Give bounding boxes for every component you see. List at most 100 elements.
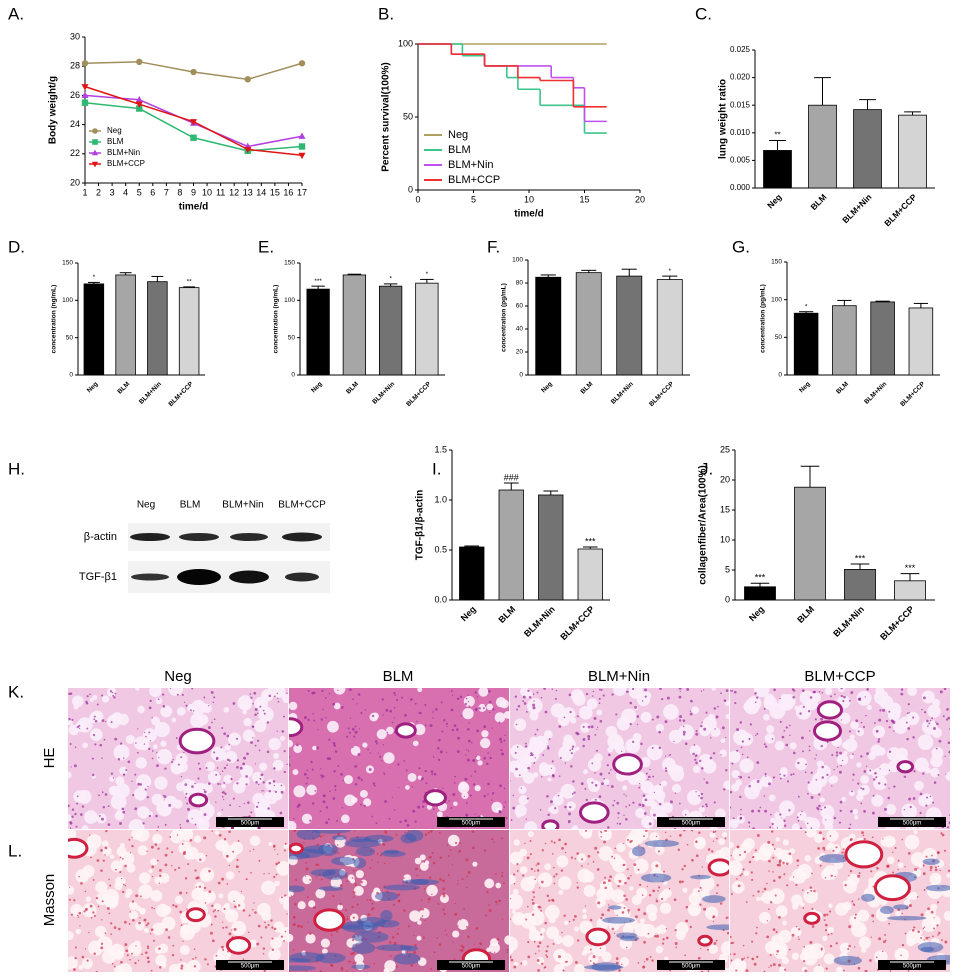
significance-mark: * (426, 271, 429, 278)
nucleus (516, 870, 519, 872)
panel-label: A. (8, 4, 24, 23)
nucleus (159, 874, 162, 878)
alveolus (617, 746, 626, 755)
alveolus (795, 757, 808, 771)
alveolus (813, 965, 825, 972)
nucleus (471, 830, 475, 834)
nucleus (933, 927, 935, 930)
lane-label: Neg (137, 500, 155, 511)
nucleus (232, 797, 235, 800)
nucleus (685, 905, 689, 909)
nucleus (147, 922, 150, 925)
nucleus (944, 849, 947, 852)
nucleus (183, 851, 187, 854)
nucleus (274, 695, 276, 698)
nucleus (501, 871, 504, 874)
nucleus (811, 872, 813, 875)
nucleus (68, 717, 71, 721)
nucleus (74, 812, 77, 816)
nucleus (216, 767, 219, 769)
nucleus (686, 843, 689, 846)
nucleus (666, 696, 670, 700)
nucleus (125, 769, 128, 772)
nucleus (151, 906, 154, 909)
alveolus (945, 771, 950, 781)
alveolus (228, 732, 242, 746)
nucleus (922, 872, 926, 876)
alveolus (417, 920, 422, 925)
nucleus (763, 743, 766, 746)
nucleus (358, 728, 361, 730)
nucleus (194, 956, 197, 959)
nucleus (848, 827, 851, 829)
nucleus (463, 795, 466, 798)
nucleus (643, 912, 647, 916)
x-tick-label: Neg (747, 604, 766, 623)
nucleus (643, 961, 646, 963)
nucleus (830, 874, 833, 877)
y-tick-label: 100 (771, 296, 782, 303)
nucleus (232, 850, 235, 853)
nucleus (263, 790, 265, 792)
nucleus (101, 900, 104, 903)
nucleus (488, 904, 490, 906)
nucleus (882, 708, 886, 712)
nucleus (101, 817, 105, 821)
alveolus (181, 917, 188, 924)
panel-label: L. (8, 841, 22, 860)
nucleus (69, 827, 72, 829)
nucleus (158, 757, 160, 759)
alveolus (232, 780, 246, 794)
nucleus (928, 936, 930, 939)
nucleus (452, 792, 456, 796)
nucleus (429, 967, 432, 970)
alveolus (519, 848, 528, 857)
nucleus (465, 858, 469, 862)
nucleus (847, 948, 850, 951)
nucleus (544, 842, 547, 845)
nucleus (305, 867, 309, 871)
alveolus (719, 846, 729, 859)
nucleus (146, 956, 150, 960)
scale-bar-label: 500μm (462, 821, 480, 827)
nucleus (273, 784, 276, 787)
nucleus (907, 851, 911, 855)
nucleus (595, 749, 598, 752)
alveolus (593, 753, 603, 763)
alveolus (333, 702, 341, 710)
alveolus (895, 910, 902, 917)
nucleus (98, 814, 101, 817)
nucleus (111, 691, 114, 694)
nucleus (76, 795, 79, 798)
alveolus (899, 716, 911, 729)
nucleus (944, 755, 946, 757)
alveolus (909, 891, 918, 900)
alveolus (139, 740, 150, 751)
nucleus (769, 900, 773, 904)
alveolus (224, 744, 231, 751)
nucleus (345, 735, 349, 738)
nucleus (923, 888, 926, 891)
alveolus (128, 818, 145, 829)
nucleus (819, 864, 822, 867)
nucleus (81, 955, 85, 959)
nucleus (818, 793, 821, 796)
alveolus (264, 791, 278, 805)
nucleus (152, 939, 155, 942)
nucleus (604, 830, 607, 833)
bar (763, 150, 792, 189)
alveolus (735, 779, 743, 787)
alveolus (857, 909, 870, 922)
nucleus (491, 838, 494, 841)
nucleus (151, 717, 153, 719)
nucleus (162, 794, 165, 797)
nucleus (93, 715, 96, 718)
y-tick-label: 0.015 (730, 100, 751, 109)
nucleus (821, 776, 824, 779)
collagen (833, 955, 862, 966)
nucleus (826, 773, 829, 776)
nucleus (854, 916, 857, 920)
nucleus (651, 718, 654, 721)
nucleus (877, 738, 881, 741)
nucleus (836, 766, 839, 768)
